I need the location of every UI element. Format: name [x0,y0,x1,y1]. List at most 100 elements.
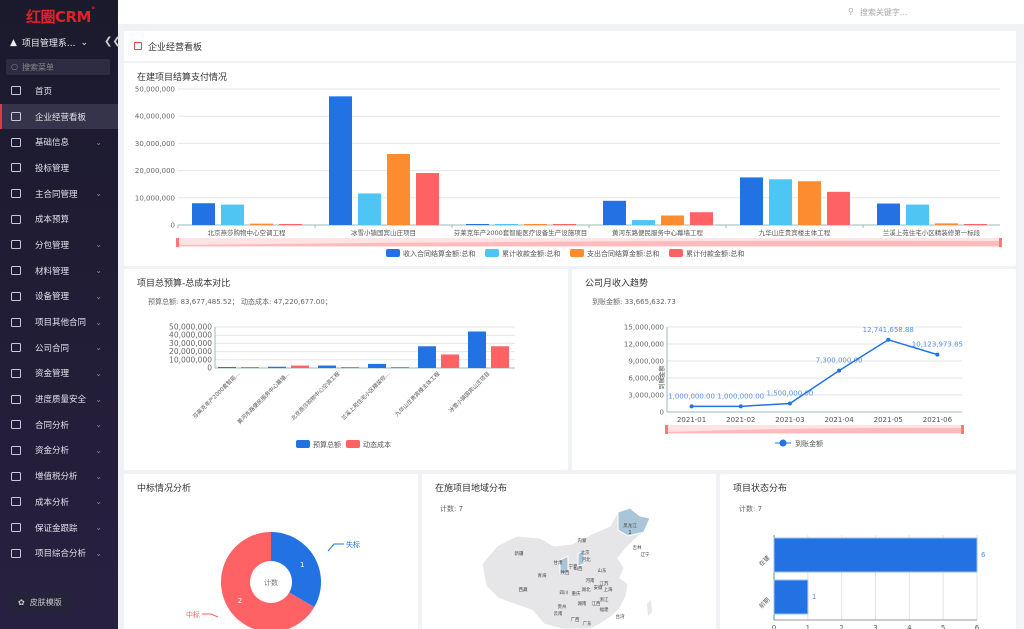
slider-handle[interactable] [961,425,964,434]
region-label: 吉林 [633,544,642,551]
sidebar-item[interactable]: 设备管理 ⌄ [0,284,118,310]
sidebar-item[interactable]: 进度质量安全 ⌄ [0,386,118,412]
menu-icon [11,394,21,404]
y-tick-label: 0 [171,222,175,230]
budget-summary: 预算总额: 83,677,485.52； 动态成本: 47,220,677.00… [148,298,332,306]
legend-label: 支出合同结算金额:总和 [587,249,659,258]
region-label: 湖北 [582,586,591,593]
sidebar-item[interactable]: 首页 [0,78,118,104]
sidebar-item[interactable]: 资金管理 ⌄ [0,361,118,387]
sidebar-item[interactable]: 企业经营看板 [0,103,118,130]
menu-icon [11,266,21,276]
legend-marker [779,439,787,447]
bar [877,203,900,225]
x-category-label: 2021-01 [677,416,706,424]
y-tick-label: 10,000,000 [169,355,212,364]
region-heilongjiang[interactable] [617,507,651,537]
keyword-search-input[interactable]: ⚲ 搜索关键字... [848,7,908,17]
x-tick-label: 0 [772,624,776,629]
x-category-label: 2021-04 [824,416,854,424]
bar [468,331,486,368]
sidebar-item[interactable]: 保证金跟踪 ⌄ [0,515,118,541]
pie-slice[interactable] [221,532,315,629]
legend-swatch [386,249,400,257]
region-label: 江苏 [600,580,609,587]
data-label: 12,741,658.88 [863,326,914,334]
chevron-down-icon: ⌄ [95,420,102,430]
bar [418,346,436,368]
sidebar-item[interactable]: 资金分析 ⌄ [0,438,118,464]
chevron-down-icon: ⌄ [95,343,102,353]
bar [632,220,655,225]
sidebar-menu: 首页 企业经营看板 基础信息 ⌄ 投标管理 主合同管理 ⌄ 成本预算 分包管理 ⌄ 材料管理 ⌄ 设备管… [0,78,118,566]
data-label: 1,500,000.00 [767,390,814,398]
x-category-label: 冰雪小镇国宾山庄项目 [351,228,416,237]
bar [192,203,215,225]
sidebar-item[interactable]: 投标管理 [0,155,118,181]
bar-value-label: 1 [812,593,816,601]
bar [318,365,336,368]
x-category-label: 黄河东路便民服务中心幕墙... [235,370,291,426]
sidebar-item[interactable]: 合同分析 ⌄ [0,412,118,438]
search-icon: ○ [11,62,18,71]
region-label: 甘肃 [554,559,563,566]
slider-handle[interactable] [999,238,1002,247]
region-label: 江西 [592,600,601,607]
skin-template-button[interactable]: ✿ 皮肤模版 [10,593,72,612]
menu-search-input[interactable]: ○ 搜索菜单 [6,59,110,75]
chevron-down-icon: ⌄ [80,37,89,48]
monthly-income-chart: 0 3,000,000 6,000,000 9,000,000 12,000,000 15… [624,324,964,448]
budget-cost-panel: 项目总预算-总成本对比 预算总额: 83,677,485.52； 动态成本: 4… [124,269,568,470]
x-category-label: 芬莱克年产2000套智能... [191,370,242,421]
sidebar-item[interactable]: 基础信息 ⌄ [0,129,118,155]
menu-icon [11,420,21,430]
y-tick-label: 0 [207,364,212,373]
project-selector[interactable]: ▲ 项目管理系... ⌄ [10,37,89,50]
menu-icon [11,240,21,250]
chevron-down-icon: ⌄ [95,189,102,199]
slider-handle[interactable] [665,425,668,434]
bar [387,154,410,225]
menu-icon [11,317,21,327]
sidebar-item[interactable]: 项目其他合同 ⌄ [0,309,118,335]
bar [690,212,713,225]
sidebar-item[interactable]: 材料管理 ⌄ [0,258,118,284]
legend-label: 累计付款金额:总和 [686,249,744,258]
y-tick-label: 30,000,000 [169,339,212,348]
bar [603,200,626,225]
sidebar-item[interactable]: 分包管理 ⌄ [0,232,118,258]
sidebar-item[interactable]: 成本分析 ⌄ [0,489,118,515]
x-tick-label: 5 [941,624,945,629]
legend-label: 到账金额 [795,439,823,448]
pie-slice[interactable] [271,532,321,607]
status-count: 计数: 7 [739,505,763,513]
settlement-chart-panel: 在建项目结算支付情况 0 10,000,000 20,000,000 30,000,0… [124,63,1016,266]
y-tick-label: 40,000,000 [169,331,212,340]
region-label: 河北 [582,556,591,563]
project-status-chart: 0 1 2 3 4 5 6 6 在建 1 前期 [757,535,986,629]
chevron-down-icon: ⌄ [95,291,102,301]
sidebar-item[interactable]: 成本预算 [0,206,118,232]
sidebar-item[interactable]: 公司合同 ⌄ [0,335,118,361]
collapse-sidebar-icon[interactable]: ❮❮ [104,36,121,47]
slider-preview [178,240,1000,246]
x-category-label: 兰溪上苑住宅小区精装修第一标段 [883,228,981,237]
chevron-down-icon: ⌄ [95,137,102,147]
slice-label: 中标 [186,610,200,619]
region-taiwan [647,600,652,616]
bar [495,224,518,225]
sidebar-item[interactable]: 项目综合分析 ⌄ [0,540,118,566]
dashboard-icon [134,42,142,50]
sidebar-item[interactable]: 主合同管理 ⌄ [0,181,118,207]
y-tick-label: 30,000,000 [135,140,175,148]
series-line [691,338,938,408]
scrollbar[interactable] [1017,63,1024,629]
y-tick-label: 50,000,000 [135,86,175,94]
chart-title: 项目总预算-总成本对比 [137,279,231,289]
bid-analysis-panel: 中标情况分析 1 2 失标 中标 计数 [124,474,418,629]
label-line [202,613,219,618]
chevron-down-icon: ⌄ [95,445,102,455]
sidebar-item[interactable]: 增值税分析 ⌄ [0,463,118,489]
slider-handle[interactable] [176,238,179,247]
